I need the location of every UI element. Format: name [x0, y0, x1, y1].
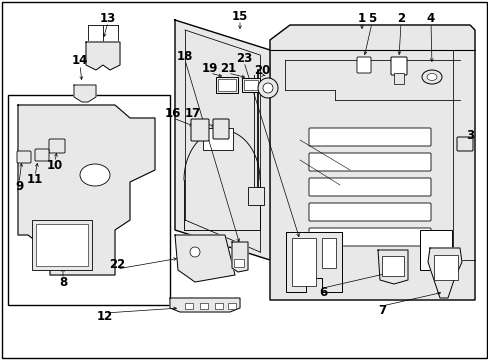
Bar [381, 256, 403, 276]
Text: 15: 15 [231, 9, 248, 22]
Polygon shape [377, 250, 407, 284]
Bar [36, 224, 88, 266]
Bar [393, 73, 403, 84]
Text: 3: 3 [465, 130, 473, 143]
Ellipse shape [80, 164, 110, 186]
FancyBboxPatch shape [456, 137, 472, 151]
Text: 7: 7 [377, 303, 385, 316]
Text: 20: 20 [253, 64, 269, 77]
Ellipse shape [421, 70, 441, 84]
Text: 14: 14 [72, 54, 88, 68]
Polygon shape [231, 242, 247, 272]
Text: 11: 11 [27, 174, 43, 186]
Bar [419, 230, 451, 270]
Bar [8, 95, 170, 305]
Text: 18: 18 [177, 49, 193, 63]
Polygon shape [18, 105, 155, 275]
Text: 10: 10 [47, 159, 63, 172]
FancyBboxPatch shape [49, 139, 65, 153]
Bar [433, 255, 457, 280]
Bar [215, 303, 223, 309]
Polygon shape [175, 20, 269, 260]
Bar [32, 220, 92, 270]
Polygon shape [269, 25, 474, 300]
Circle shape [258, 78, 278, 98]
Circle shape [263, 83, 272, 93]
Bar [218, 79, 236, 91]
Text: 1: 1 [357, 12, 366, 24]
Bar [291, 238, 315, 286]
Bar [203, 128, 232, 150]
FancyBboxPatch shape [191, 119, 208, 141]
Text: 9: 9 [15, 180, 23, 193]
FancyBboxPatch shape [308, 228, 430, 246]
Bar [227, 303, 236, 309]
Polygon shape [170, 298, 240, 312]
FancyBboxPatch shape [213, 119, 228, 139]
Bar [234, 259, 244, 267]
Bar [247, 187, 264, 205]
Text: 4: 4 [426, 13, 434, 26]
Text: 13: 13 [100, 12, 116, 24]
Circle shape [190, 247, 200, 257]
FancyBboxPatch shape [390, 57, 406, 75]
Text: 19: 19 [202, 63, 218, 76]
FancyBboxPatch shape [35, 149, 49, 161]
Ellipse shape [426, 73, 436, 81]
Bar [216, 77, 238, 93]
Bar [200, 303, 207, 309]
Polygon shape [285, 232, 341, 292]
Text: 17: 17 [184, 108, 201, 121]
Polygon shape [175, 235, 235, 282]
Polygon shape [86, 42, 120, 70]
FancyBboxPatch shape [356, 57, 370, 73]
Bar [184, 303, 193, 309]
Text: 6: 6 [318, 285, 326, 298]
FancyBboxPatch shape [308, 178, 430, 196]
Text: 23: 23 [235, 51, 252, 64]
Text: 22: 22 [109, 258, 125, 271]
Text: 12: 12 [97, 310, 113, 324]
Polygon shape [74, 85, 96, 102]
Bar [244, 80, 258, 90]
FancyBboxPatch shape [17, 151, 31, 163]
FancyBboxPatch shape [308, 203, 430, 221]
Text: 21: 21 [220, 63, 236, 76]
Text: 2: 2 [396, 13, 404, 26]
Bar [242, 78, 260, 92]
Polygon shape [427, 248, 461, 298]
FancyBboxPatch shape [308, 128, 430, 146]
Text: 8: 8 [59, 276, 67, 289]
Text: 5: 5 [367, 13, 375, 26]
FancyBboxPatch shape [308, 153, 430, 171]
Text: 16: 16 [164, 108, 181, 121]
Bar [321, 238, 335, 268]
